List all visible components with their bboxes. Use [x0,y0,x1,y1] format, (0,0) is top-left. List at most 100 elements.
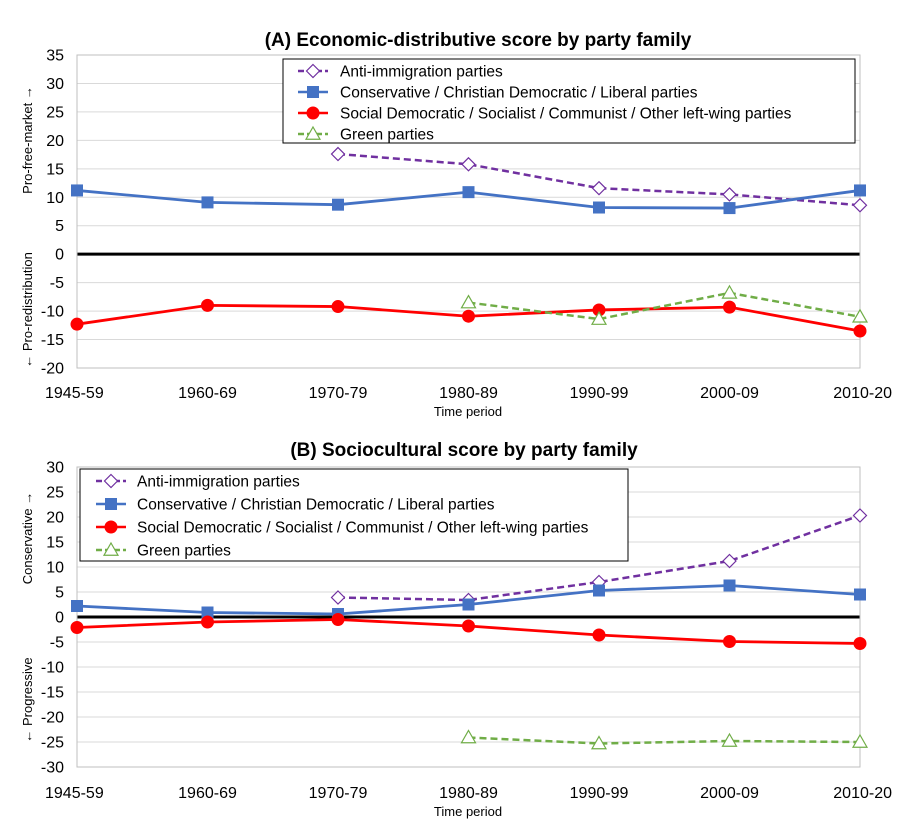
y-tick-label-a: -20 [41,361,64,378]
data-point-green-a [460,294,477,309]
data-point-cons-b [593,584,605,597]
y-tick-label-a: 5 [55,218,64,235]
legend-box-b [79,468,629,562]
data-point-anti-a [461,156,476,172]
data-point-green-b [590,735,608,750]
data-point-soc-b [462,619,475,633]
legend-marker-cons-b [105,498,117,510]
x-ticks-b: 1945-59 1960-69 1970-79 1980-89 1990-99 2000-… [45,785,892,802]
data-point-cons-a [854,184,866,197]
data-point-cons-a [332,198,344,211]
y-label-bottom-a: ← Pro-redistribution [20,252,35,368]
data-point-soc-b [201,615,214,629]
y-tick-label-a: -15 [41,332,64,349]
y-label-bottom-b: ← Progressive [20,657,35,742]
data-point-green-a [721,284,738,299]
y-tick-label-b: 30 [46,460,64,477]
y-tick-label-b: 5 [55,585,64,602]
plot-area-b [76,466,861,768]
x-axis-title-b: Time period [434,804,502,819]
legend-marker-green-a [304,125,322,140]
x-tick-label-b: 1990-99 [570,785,629,802]
y-tick-label-b: -25 [41,735,64,752]
y-tick-label-b: 10 [46,560,64,577]
data-point-anti-b [852,508,868,523]
data-point-soc-b [723,635,736,648]
data-point-green-b [721,732,738,747]
data-point-cons-a [723,202,736,215]
x-tick-label-b: 1945-59 [45,785,104,802]
x-tick-label-a: 1960-69 [178,385,237,402]
data-point-anti-a [722,187,737,202]
data-point-cons-a [201,196,214,209]
data-point-soc-b [331,613,345,626]
data-point-soc-b [592,628,606,642]
x-tick-label-b: 2010-20 [833,785,892,802]
y-label-top-b: Conservative → [20,492,35,584]
data-point-green-a [851,308,869,323]
legend-marker-soc-b [104,520,118,534]
legend-label-soc-b: Social Democratic / Socialist / Communis… [137,520,589,537]
legend-marker-anti-b [103,473,119,489]
x-tick-label-a: 2010-20 [833,385,892,402]
y-tick-label-a: -10 [41,304,64,321]
chart-title-b: (B) Sociocultural score by party family [290,440,638,461]
x-tick-label-a: 1945-59 [45,385,104,402]
x-tick-label-b: 1960-69 [178,785,237,802]
y-tick-label-b: -15 [41,685,64,702]
y-tick-label-b: 25 [46,485,64,502]
data-point-green-b [460,729,477,744]
panel-b: (B) Sociocultural score by party family … [20,440,892,819]
y-ticks-b: 30 25 20 15 10 5 0 -5 -10 -15 -20 -25 -30 [41,460,64,777]
y-tick-label-a: 25 [46,104,64,121]
legend-marker-anti-a [305,63,321,79]
data-point-soc-a [853,324,867,338]
data-point-anti-a [330,146,346,162]
legend-marker-green-b [102,541,120,556]
series-a [70,146,869,338]
data-point-soc-b [853,637,867,650]
data-point-soc-b [70,621,84,634]
data-point-soc-a [331,300,345,314]
x-tick-label-b: 1970-79 [309,785,368,802]
x-tick-label-b: 1980-89 [439,785,498,802]
data-point-anti-a [852,197,868,213]
data-point-cons-a [593,201,605,214]
y-tick-label-a: 0 [55,247,64,264]
series-line-green-b [468,736,861,745]
panel-a: (A) Economic-distributive score by party… [20,30,892,419]
data-point-anti-b [722,553,737,569]
data-point-soc-a [70,317,84,331]
legend-marker-cons-a [307,86,319,98]
y-tick-label-a: 15 [46,161,64,178]
chart-title-a: (A) Economic-distributive score by party… [265,30,692,51]
x-ticks-a: 1945-59 1960-69 1970-79 1980-89 1990-99 2000-… [45,385,892,402]
y-tick-label-a: 20 [46,133,64,150]
y-tick-label-b: -20 [41,710,64,727]
y-tick-label-b: -30 [41,760,64,777]
y-tick-label-b: -10 [41,660,64,677]
legend-box-a [282,58,856,144]
series-line-green-a [468,291,861,321]
legend-label-green-b: Green parties [137,543,231,560]
x-tick-label-a: 1990-99 [570,385,629,402]
x-tick-label-a: 1980-89 [439,385,498,402]
legend-marker-soc-a [306,106,320,120]
data-point-cons-b [71,600,83,612]
y-tick-label-b: 15 [46,535,64,552]
data-point-anti-a [591,180,607,196]
y-tick-label-a: -5 [50,275,64,292]
legend-label-soc-a: Social Democratic / Socialist / Communis… [340,106,792,123]
y-tick-label-b: -5 [50,635,64,652]
y-tick-label-b: 0 [55,610,64,627]
x-tick-label-a: 2000-09 [700,385,759,402]
data-point-cons-b [462,598,475,611]
series-line-anti-b [337,514,861,602]
data-point-soc-a [201,298,214,312]
data-point-cons-a [462,186,475,199]
y-tick-label-b: 20 [46,510,64,527]
legend-label-anti-a: Anti-immigration parties [340,64,503,81]
legend-label-cons-b: Conservative / Christian Democratic / Li… [137,497,495,514]
y-tick-label-a: 30 [46,76,64,93]
